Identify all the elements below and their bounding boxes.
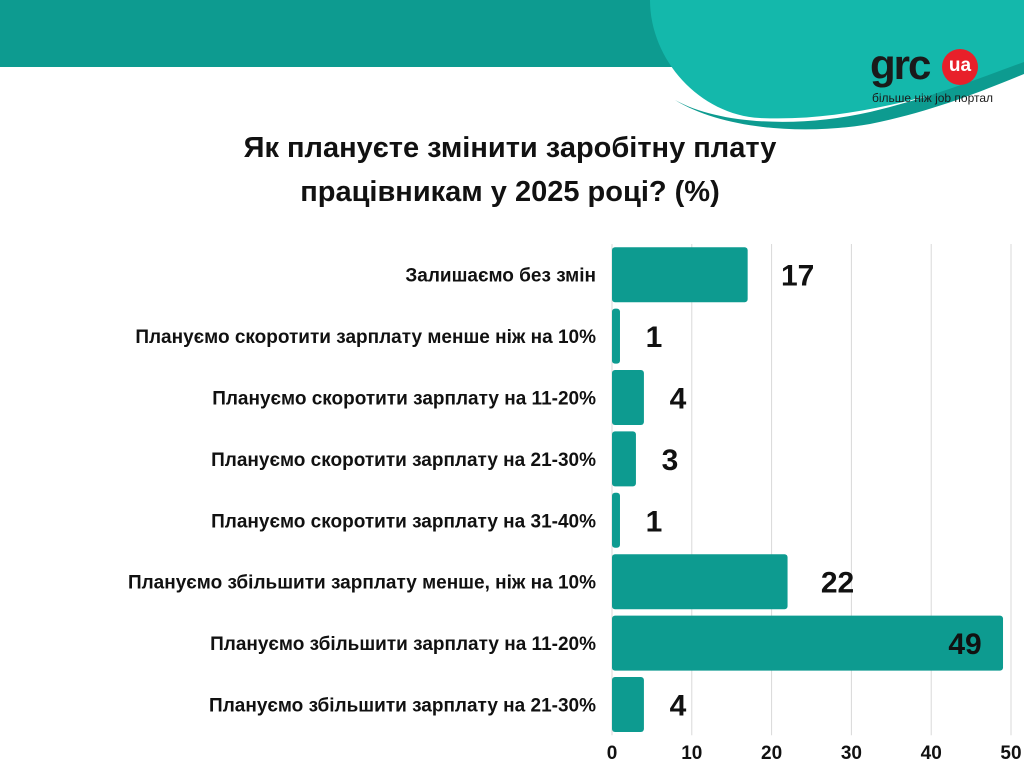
category-label: Плануємо скоротити зарплату менше ніж на… (135, 327, 596, 348)
value-label: 3 (662, 444, 679, 477)
value-label: 4 (670, 383, 687, 416)
category-label: Залишаємо без змін (405, 266, 596, 287)
value-label: 1 (646, 321, 663, 354)
category-label: Плануємо збільшити зарплату на 21-30% (209, 696, 596, 717)
x-tick-label: 20 (761, 743, 782, 764)
bar-layer (612, 247, 1004, 732)
category-label: Плануємо скоротити зарплату на 11-20% (212, 389, 596, 410)
banner-wave-dark (675, 62, 1024, 130)
banner-wave-light (650, 0, 1024, 119)
bar (612, 370, 644, 425)
x-tick-label: 30 (841, 743, 862, 764)
logo-tagline: більше ніж job портал (872, 91, 994, 105)
chart-title-line-1: Як плануєте змінити заробітну плату (243, 132, 777, 164)
bar (612, 247, 748, 303)
bar (612, 615, 1004, 671)
chart-title-line-2: працівникам у 2025 році? (%) (300, 176, 720, 208)
x-tick-label: 50 (1000, 743, 1021, 764)
category-label: Плануємо скоротити зарплату на 31-40% (211, 511, 596, 532)
bar (612, 492, 620, 548)
x-tick-label: 10 (681, 743, 702, 764)
value-label: 22 (821, 567, 854, 600)
value-label: 1 (646, 505, 663, 538)
bar (612, 677, 644, 732)
grc-logo: grc ua більше ніж job портал (870, 41, 994, 106)
logo-word: grc (870, 41, 931, 88)
label-layer: 0 10 20 30 40 50 Залишаємо без змін 17 Плануємо … (128, 260, 1022, 765)
banner-strip (0, 0, 700, 67)
x-tick-label: 40 (921, 743, 942, 764)
bar (612, 554, 788, 610)
value-label: 17 (781, 260, 814, 293)
category-label: Плануємо скоротити зарплату на 21-30% (211, 450, 596, 471)
bar-chart: 0 10 20 30 40 50 Залишаємо без змін 17 Плануємо … (128, 244, 1022, 765)
x-tick-label: 0 (607, 743, 618, 764)
category-label: Плануємо збільшити зарплату менше, ніж н… (128, 573, 596, 594)
value-label: 4 (670, 690, 687, 723)
logo-badge: ua (942, 49, 978, 85)
header-banner (0, 0, 1024, 130)
bar (612, 308, 620, 364)
value-label: 49 (948, 628, 981, 661)
chart-title: Як плануєте змінити заробітну плату прац… (180, 126, 840, 214)
bar (612, 431, 636, 487)
category-label: Плануємо збільшити зарплату на 11-20% (210, 634, 596, 655)
